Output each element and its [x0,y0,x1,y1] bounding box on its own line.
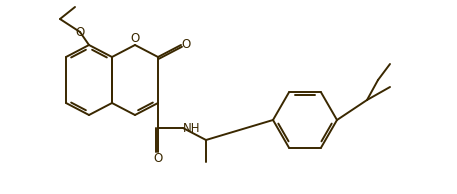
Text: NH: NH [183,121,201,134]
Text: O: O [154,152,163,165]
Text: O: O [130,32,140,45]
Text: O: O [75,25,85,38]
Text: O: O [181,38,190,51]
